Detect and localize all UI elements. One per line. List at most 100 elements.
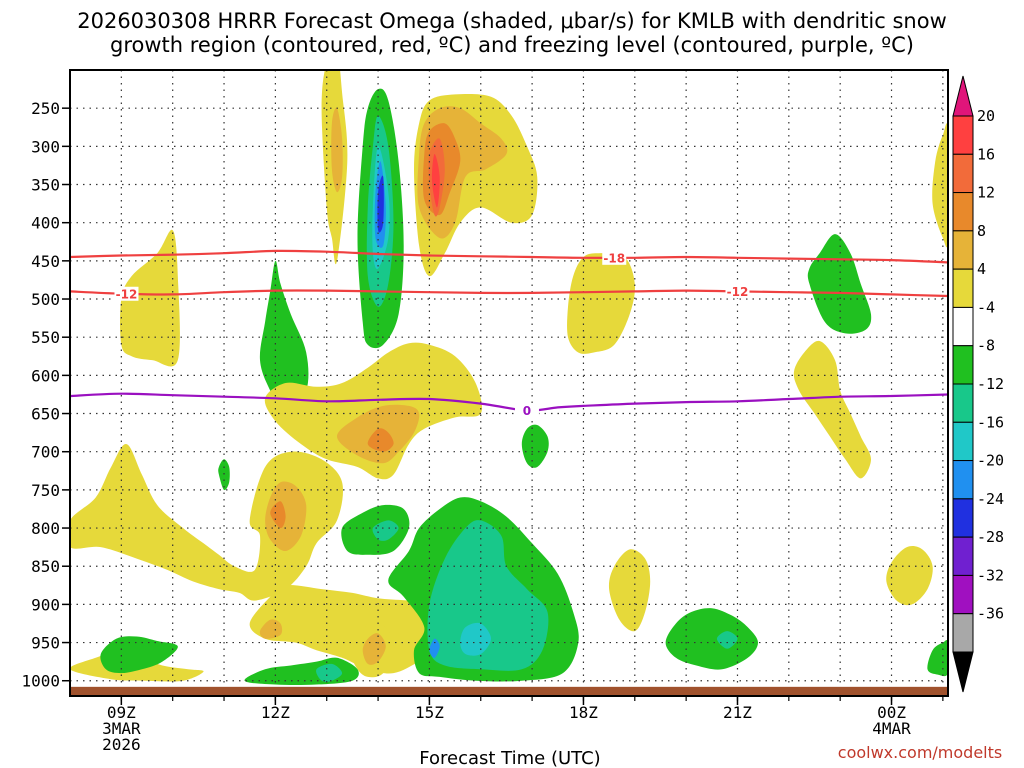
colorbar-swatch — [952, 574, 974, 615]
x-tick-date-label: 3MAR — [102, 719, 141, 738]
colorbar-swatch — [952, 460, 974, 500]
omega-shaded-region — [362, 633, 386, 665]
omega-shaded-region — [460, 622, 491, 656]
y-tick-label: 900 — [31, 595, 60, 614]
y-tick-label: 550 — [31, 328, 60, 347]
colorbar-swatch — [952, 230, 974, 270]
contour-label-background — [602, 250, 627, 265]
omega-shaded-region — [120, 229, 180, 367]
ground-strip — [70, 686, 948, 696]
contour-label-background — [514, 403, 539, 418]
omega-shaded-region — [270, 501, 286, 529]
colorbar-label: -24 — [977, 490, 1004, 508]
colorbar-swatch — [952, 498, 974, 538]
y-tick-label: 850 — [31, 557, 60, 576]
colorbar-label: 12 — [977, 184, 995, 202]
colorbar-top-arrow — [952, 75, 974, 117]
colorbar-swatch — [952, 115, 974, 155]
y-axis: 250 300 350 400 450 500 550 600 650 700 750 800 850 9… — [21, 99, 70, 691]
contour-label: -12 — [727, 285, 749, 299]
y-tick-label: 350 — [31, 176, 60, 195]
omega-shaded-region — [377, 175, 384, 233]
colorbar-label: -4 — [977, 298, 995, 316]
x-tick-label: 15Z — [415, 703, 444, 722]
y-tick-label: 250 — [31, 99, 60, 118]
colorbar-label: -36 — [977, 605, 1004, 623]
y-tick-label: 650 — [31, 405, 60, 424]
x-tick-label: 12Z — [261, 703, 290, 722]
chart-title-line-1: 2026030308 HRRR Forecast Omega (shaded, … — [77, 9, 947, 33]
x-tick-label: 21Z — [723, 703, 752, 722]
omega-shaded-region — [793, 340, 871, 479]
x-tick-label: 00Z — [877, 703, 906, 722]
contour-layer: -18 -12 -12 0 — [70, 249, 948, 418]
omega-shaded-region — [265, 481, 307, 552]
y-tick-label: 400 — [31, 214, 60, 233]
y-tick-label: 300 — [31, 137, 60, 156]
omega-shaded-region — [716, 631, 738, 649]
colorbar-bottom-arrow — [952, 651, 974, 693]
omega-shaded-region — [70, 444, 344, 601]
omega-shaded-region — [259, 619, 283, 639]
chart-title-line-2: growth region (contoured, red, ºC) and f… — [110, 33, 914, 57]
colorbar-label: -8 — [977, 337, 995, 355]
colorbar-swatch — [952, 383, 974, 423]
contour-line--12C — [70, 289, 948, 298]
contour-line--18C — [70, 249, 948, 264]
colorbar-swatch — [952, 306, 974, 347]
omega-shaded-region — [100, 636, 178, 674]
ground-layer — [70, 686, 948, 696]
omega-shading-layer — [70, 70, 948, 686]
contour-label: 0 — [523, 404, 531, 418]
contour-label: -12 — [116, 287, 138, 301]
omega-shaded-region — [427, 520, 549, 671]
omega-shaded-region — [431, 153, 440, 208]
plot-frame — [69, 69, 949, 697]
contour-label-background — [114, 286, 139, 301]
colorbar-label: 4 — [977, 260, 986, 278]
colorbar: 20 16 12 8 4 -4 -8 -12 -16 -20 -24 -28 -32 -36 — [952, 75, 1004, 693]
x-tick-date-label: 4MAR — [872, 719, 911, 738]
colorbar-label: -16 — [977, 413, 1004, 431]
x-tick-label: 09Z — [107, 703, 136, 722]
omega-shaded-region — [331, 107, 343, 193]
contour-label-background — [725, 284, 750, 299]
x-axis-label: Forecast Time (UTC) — [419, 748, 600, 768]
grid-layer — [70, 70, 948, 696]
y-tick-label: 450 — [31, 252, 60, 271]
colorbar-label: 16 — [977, 145, 995, 163]
y-tick-label: 800 — [31, 519, 60, 538]
colorbar-label: -12 — [977, 375, 1004, 393]
omega-shaded-region — [429, 638, 440, 658]
colorbar-swatch — [952, 536, 974, 576]
y-tick-label: 700 — [31, 443, 60, 462]
y-tick-label: 600 — [31, 366, 60, 385]
colorbar-label: -20 — [977, 452, 1004, 470]
omega-shaded-region — [316, 663, 343, 682]
colorbar-swatch — [952, 613, 974, 653]
omega-shaded-region — [608, 549, 651, 632]
colorbar-swatch — [952, 421, 974, 462]
contour-label: -18 — [603, 251, 625, 265]
colorbar-swatch — [952, 192, 974, 232]
y-tick-label: 750 — [31, 481, 60, 500]
y-tick-label: 950 — [31, 634, 60, 653]
omega-shaded-region — [521, 424, 549, 468]
omega-shaded-region — [932, 123, 948, 248]
x-tick-year-label: 2026 — [102, 735, 141, 754]
credit-text: coolwx.com/modelts — [838, 743, 1002, 762]
colorbar-label: 8 — [977, 222, 986, 240]
y-tick-label: 500 — [31, 290, 60, 309]
colorbar-swatch — [952, 268, 974, 308]
colorbar-label: -28 — [977, 528, 1004, 546]
x-tick-label: 18Z — [569, 703, 598, 722]
colorbar-swatch — [952, 153, 974, 194]
omega-shaded-region — [218, 459, 230, 491]
omega-shaded-region — [367, 428, 394, 452]
colorbar-label: 20 — [977, 107, 995, 125]
colorbar-swatch — [952, 345, 974, 385]
omega-shaded-region — [372, 520, 399, 541]
y-tick-label: 1000 — [21, 672, 60, 691]
